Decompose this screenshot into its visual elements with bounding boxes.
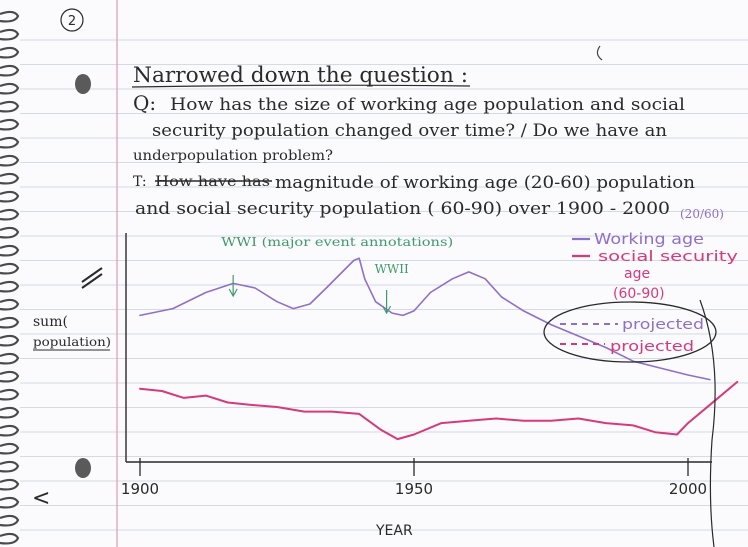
spiral-coil bbox=[0, 82, 20, 95]
task-line-1: magnitude of working age (20-60) populat… bbox=[275, 173, 695, 193]
annotation-wwii-arrowhead bbox=[382, 305, 392, 315]
x-axis-title: YEAR bbox=[375, 523, 413, 539]
legend: Working age social security age (60-90) … bbox=[543, 230, 738, 363]
spiral-coil bbox=[0, 388, 20, 401]
y-axis-label-line-2: population) bbox=[33, 335, 111, 349]
page-number: 2 bbox=[68, 14, 76, 29]
spiral-binding bbox=[0, 10, 20, 545]
spiral-coil bbox=[0, 46, 20, 59]
page-number-circle bbox=[60, 8, 84, 32]
spiral-coil bbox=[0, 208, 20, 221]
spiral-coil bbox=[0, 154, 20, 167]
spiral-coil bbox=[0, 10, 20, 23]
annotation-wwi-arrowhead bbox=[228, 288, 238, 298]
annotation-wwii: WWII bbox=[375, 262, 409, 276]
spiral-coil bbox=[0, 172, 20, 185]
projected-legend-circle bbox=[543, 301, 717, 363]
punch-hole-bottom bbox=[75, 458, 91, 478]
x-tick-label-1950: 1950 bbox=[395, 480, 433, 498]
axis-break-mark bbox=[81, 267, 103, 289]
task-line-2: and social security population ( 60-90) … bbox=[135, 199, 670, 219]
spiral-coil bbox=[0, 532, 20, 545]
population-chart: 1900 1950 2000 WWI (major event annotation… bbox=[121, 233, 739, 547]
stray-mark bbox=[596, 45, 603, 61]
y-axis-label-line-1: sum( bbox=[33, 314, 68, 330]
legend-label-social-security-3: (60-90) bbox=[613, 286, 665, 302]
x-tick-label-1900: 1900 bbox=[121, 480, 159, 498]
spiral-coil bbox=[0, 478, 20, 491]
spiral-coil bbox=[0, 28, 20, 41]
spiral-coil bbox=[0, 442, 20, 455]
heading-underline bbox=[131, 84, 471, 88]
x-tick-label-2000: 2000 bbox=[669, 480, 707, 498]
legend-label-social-security-2: age bbox=[624, 266, 650, 282]
question-line-2: security population changed over time? /… bbox=[152, 121, 667, 141]
spiral-coil bbox=[0, 100, 20, 113]
back-arrow-icon: < bbox=[32, 486, 50, 511]
spiral-coil bbox=[0, 226, 20, 239]
question-prefix: Q: bbox=[133, 91, 156, 115]
punch-hole-top bbox=[75, 74, 91, 94]
working-age-range-note: (20/60) bbox=[680, 207, 724, 221]
spiral-coil bbox=[0, 262, 20, 275]
spiral-coil bbox=[0, 316, 20, 329]
question-line-1: How has the size of working age populati… bbox=[170, 95, 685, 115]
spiral-coil bbox=[0, 352, 20, 365]
spiral-coil bbox=[0, 298, 20, 311]
legend-label-projected-1: projected bbox=[622, 317, 704, 333]
spiral-coil bbox=[0, 136, 20, 149]
series-line-working-age bbox=[139, 257, 711, 381]
question-line-3: underpopulation problem? bbox=[133, 148, 333, 164]
spiral-coil bbox=[0, 424, 20, 437]
annotation-wwi: WWI (major event annotations) bbox=[221, 235, 453, 249]
legend-label-projected-2: projected bbox=[610, 339, 694, 355]
spiral-coil bbox=[0, 496, 20, 509]
spiral-coil bbox=[0, 406, 20, 419]
spiral-coil bbox=[0, 64, 20, 77]
spiral-coil bbox=[0, 460, 20, 473]
spiral-coil bbox=[0, 370, 20, 383]
legend-label-working-age: Working age bbox=[594, 230, 704, 248]
spiral-coil bbox=[0, 334, 20, 347]
series-line-social-security bbox=[139, 380, 739, 441]
task-struck-text: How have has bbox=[155, 174, 270, 190]
spiral-coil bbox=[0, 190, 20, 203]
legend-label-social-security-1: social security bbox=[598, 249, 738, 265]
spiral-coil bbox=[0, 118, 20, 131]
spiral-coil bbox=[0, 280, 20, 293]
heading: Narrowed down the question : bbox=[133, 63, 468, 87]
edge-curve bbox=[699, 299, 716, 547]
spiral-coil bbox=[0, 514, 20, 527]
task-prefix: T: bbox=[133, 174, 147, 190]
spiral-coil bbox=[0, 244, 20, 257]
